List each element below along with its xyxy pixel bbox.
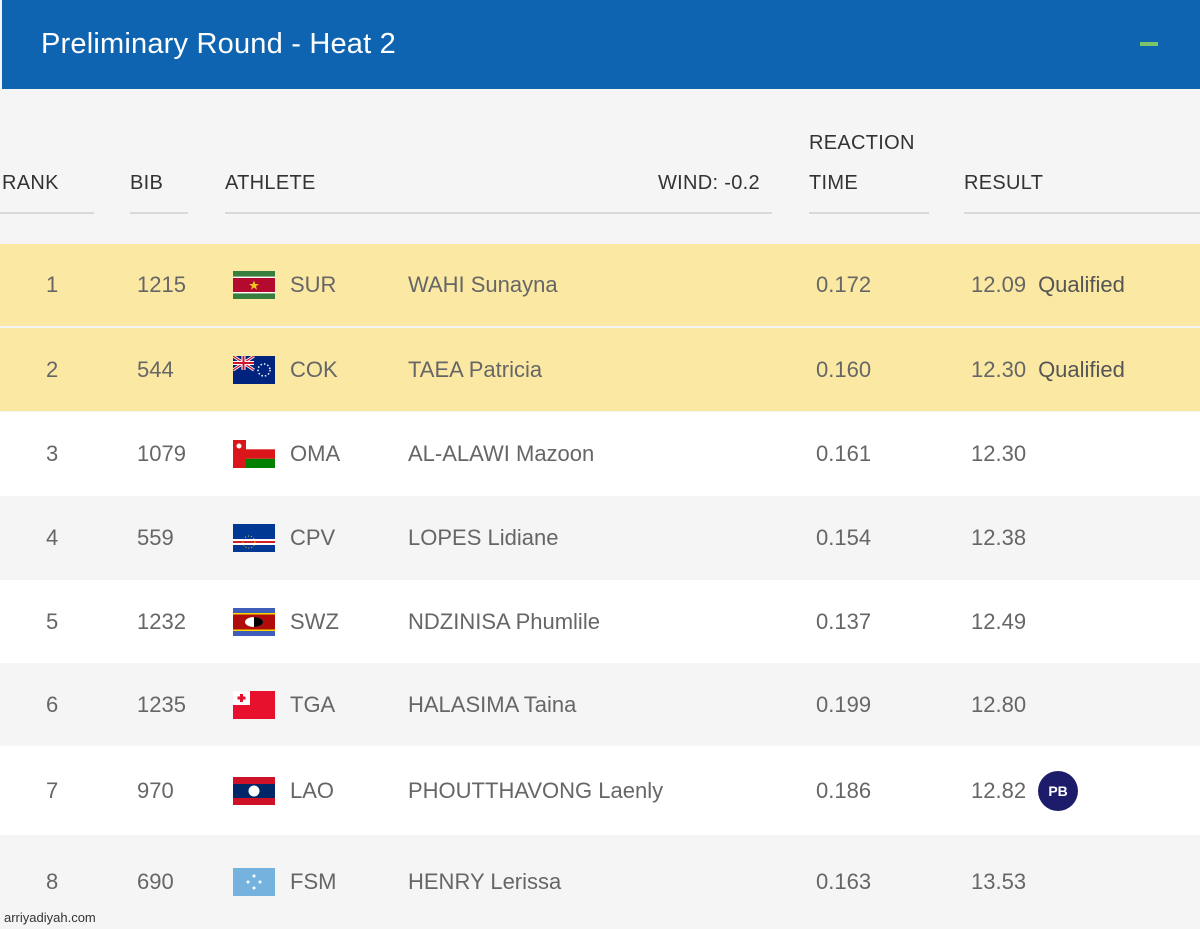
oman-flag-icon [233,440,275,468]
reaction-time: 0.161 [816,441,872,466]
col-reaction-header-line1: REACTION [809,132,915,154]
bib-cell: 970 [137,777,174,803]
country-code: TGA [290,691,336,717]
rank-cell: 8 [46,869,59,894]
section-header: Preliminary Round - Heat 2 [2,0,1200,89]
qualified-label: Qualified [1038,356,1125,382]
col-reaction-header-line2: TIME [809,172,858,194]
athlete-name[interactable]: TAEA Patricia [408,356,543,382]
col-result-header: RESULT [964,172,1044,194]
header-divider [809,212,929,214]
bib-cell: 690 [137,869,174,894]
result-cell: 13.53 [971,835,1026,929]
athlete-name[interactable]: LOPES Lidiane [408,525,559,550]
result-cell: 12.09 Qualified [971,244,1125,326]
bib-cell: 1232 [137,608,186,634]
bib-cell: 1235 [137,691,186,717]
result-cell: 12.49 [971,580,1026,663]
rank-cell: 1 [46,272,59,297]
wind-reading: WIND: -0.2 [658,172,760,194]
suriname-flag-icon [233,271,275,299]
result-time: 12.30 [971,441,1027,466]
reaction-time: 0.186 [816,777,872,803]
reaction-time: 0.199 [816,691,872,717]
country-code: CPV [290,525,336,550]
reaction-time: 0.163 [816,869,872,894]
table-row: 8 690 FSM HENRY Lerissa 0.163 13.53 [0,835,1200,929]
watermark: arriyadiyah.com [4,910,96,925]
header-divider [130,212,188,214]
laos-flag-icon [233,776,275,805]
bib-cell: 1215 [137,272,186,297]
country-code: FSM [290,869,337,894]
header-divider [0,212,94,214]
result-cell: 12.30 [971,412,1026,496]
table-header [0,89,1200,244]
country-code: LAO [290,777,335,803]
athlete-name[interactable]: NDZINISA Phumlile [408,608,600,634]
rank-cell: 6 [46,691,59,717]
result-cell: 12.38 [971,496,1026,580]
col-bib-header: BIB [130,172,164,194]
table-row: 4 559 CPV LOPES Lidiane 0.154 12.38 [0,496,1200,580]
qualified-label: Qualified [1038,272,1125,297]
result-time: 12.82 [971,777,1027,803]
section-title: Preliminary Round - Heat 2 [41,28,396,60]
reaction-time: 0.172 [816,272,872,297]
bib-cell: 544 [137,356,174,382]
bib-cell: 559 [137,525,174,550]
rank-cell: 7 [46,777,59,803]
collapse-icon[interactable] [1140,42,1158,46]
table-row: 2 544 COK TAEA Patricia 0.160 12.30 Qual… [0,328,1200,411]
result-time: 12.38 [971,525,1027,550]
country-code: SUR [290,272,337,297]
pb-badge: PB [1038,770,1079,811]
rank-cell: 2 [46,356,59,382]
athlete-name[interactable]: PHOUTTHAVONG Laenly [408,777,664,803]
header-divider [225,212,772,214]
table-row: 6 1235 TGA HALASIMA Taina 0.199 12.80 [0,663,1200,746]
reaction-time: 0.160 [816,356,872,382]
col-rank-header: RANK [2,172,59,194]
country-code: COK [290,356,338,382]
table-row: 3 1079 OMA AL-ALAWI Mazoon 0.161 12.30 [0,412,1200,496]
athlete-name[interactable]: HENRY Lerissa [408,869,562,894]
result-time: 12.30 [971,356,1027,382]
table-row: 1 1215 SUR WAHI Sunayna 0.172 12.09 Qual… [0,244,1200,326]
table-row: 7 970 LAO PHOUTTHAVONG Laenly 0.186 12.8… [0,746,1200,835]
micronesia-flag-icon [233,868,275,896]
result-time: 12.49 [971,608,1027,634]
rank-cell: 5 [46,608,59,634]
athlete-name[interactable]: HALASIMA Taina [408,691,577,717]
cape-verde-flag-icon [233,524,275,552]
result-time: 13.53 [971,869,1027,894]
result-time: 12.09 [971,272,1027,297]
result-cell: 12.82 PB [971,746,1079,835]
country-code: OMA [290,441,341,466]
bib-cell: 1079 [137,441,186,466]
result-cell: 12.30 Qualified [971,328,1125,411]
reaction-time: 0.154 [816,525,872,550]
header-divider [964,212,1200,214]
result-cell: 12.80 [971,663,1026,746]
rank-cell: 4 [46,525,59,550]
athlete-name[interactable]: WAHI Sunayna [408,272,558,297]
tonga-flag-icon [233,690,275,719]
reaction-time: 0.137 [816,608,872,634]
col-athlete-header: ATHLETE [225,172,316,194]
rank-cell: 3 [46,441,59,466]
country-code: SWZ [290,608,339,634]
result-time: 12.80 [971,691,1027,717]
cook-islands-flag-icon [233,355,275,384]
table-row: 5 1232 SWZ NDZINISA Phumlile 0.137 12.49 [0,580,1200,663]
eswatini-flag-icon [233,607,275,636]
athlete-name[interactable]: AL-ALAWI Mazoon [408,441,595,466]
